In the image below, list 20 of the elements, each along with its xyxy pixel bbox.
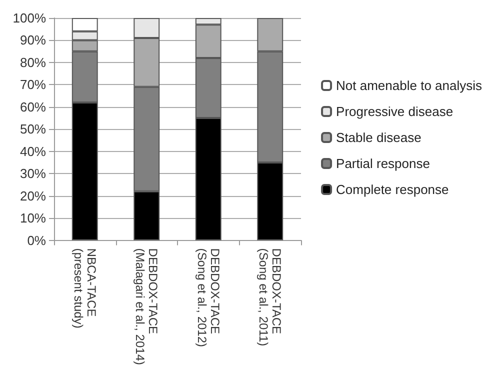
x-tick-label: DEBDOX-TACE (Malagari et al., 2014) bbox=[133, 248, 160, 366]
x-tick-label: DEBDOX-TACE (Song et al., 2011) bbox=[256, 248, 284, 346]
y-tick-label: 20% bbox=[20, 188, 46, 204]
y-tick-label: 90% bbox=[20, 32, 46, 48]
y-tick-label: 80% bbox=[20, 54, 46, 70]
y-tick-label: 0% bbox=[27, 232, 46, 248]
x-tick-label: NBCA-TACE (present study) bbox=[71, 248, 98, 328]
legend-label: Stable disease bbox=[336, 130, 422, 145]
x-tick-label: DEBDOX-TACE (Song et al., 2012) bbox=[194, 248, 222, 348]
legend-label: Partial response bbox=[336, 156, 430, 171]
y-tick-label: 10% bbox=[20, 210, 46, 226]
legend-label: Complete response bbox=[336, 182, 449, 197]
y-tick-label: 30% bbox=[20, 166, 46, 182]
legend-label: Progressive disease bbox=[336, 104, 454, 119]
y-tick-label: 40% bbox=[20, 144, 46, 159]
y-tick-label: 50% bbox=[20, 122, 46, 137]
legend-label: Not amenable to analysis bbox=[336, 78, 482, 93]
y-tick-label: 60% bbox=[20, 99, 46, 114]
y-tick-label: 100% bbox=[12, 10, 46, 26]
y-tick-label: 70% bbox=[20, 77, 46, 92]
